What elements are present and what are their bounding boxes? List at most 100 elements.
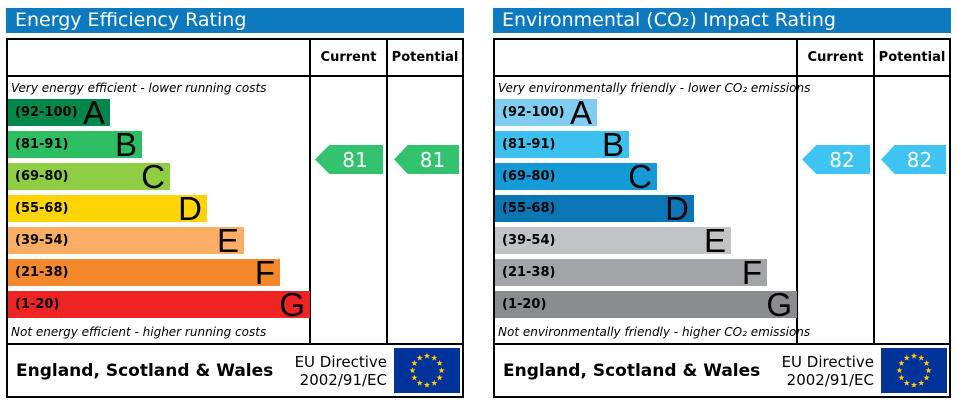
band-e: (39-54) E [495, 222, 731, 259]
band-g: (1-20) G [8, 286, 310, 323]
energy-efficiency-panel: Energy Efficiency Rating Current Potenti… [6, 8, 464, 398]
eu-star [896, 367, 903, 374]
panel-title: Environmental (CO₂) Impact Rating [493, 8, 951, 33]
environmental-impact-panel: Environmental (CO₂) Impact Rating Curren… [493, 8, 951, 398]
band-range-label: (1-20) [15, 297, 60, 312]
band-d: (55-68) D [495, 190, 694, 227]
potential-rating-value: 81 [419, 147, 446, 172]
eu-directive-line1: EU Directive [781, 352, 874, 371]
eu-star [411, 374, 418, 381]
region-label: England, Scotland & Wales [503, 360, 761, 381]
column-divider [386, 40, 388, 345]
band-b: (81-91) B [495, 126, 629, 163]
band-a: (92-100) A [8, 94, 110, 131]
eu-directive-label: EU Directive 2002/91/EC [782, 353, 874, 389]
current-rating-arrow: 81 [315, 145, 383, 174]
band-e: (39-54) E [8, 222, 244, 259]
band-letter: G [766, 286, 792, 323]
band-range-label: (55-68) [15, 201, 69, 216]
band-chart-area: Very environmentally friendly - lower CO… [495, 77, 949, 343]
eu-star [409, 367, 416, 374]
eu-star [910, 381, 918, 388]
band-range-label: (55-68) [502, 201, 556, 216]
band-letter: E [216, 222, 239, 259]
current-rating-value: 82 [829, 147, 855, 172]
band-range-label: (1-20) [502, 297, 547, 312]
band-letter: F [254, 254, 275, 291]
band-letter: B [114, 126, 137, 163]
potential-column-header: Potential [391, 50, 459, 65]
band-range-label: (92-100) [15, 105, 78, 120]
band-range-label: (81-91) [15, 137, 69, 152]
band-letter: A [82, 94, 105, 131]
eu-star [923, 374, 930, 381]
eu-star [416, 354, 423, 361]
band-range-label: (21-38) [502, 265, 556, 280]
eu-star [923, 359, 930, 366]
top-note: Very environmentally friendly - lower CO… [498, 81, 811, 95]
band-f: (21-38) F [495, 254, 767, 291]
band-letter: A [569, 94, 592, 131]
eu-star [903, 354, 910, 361]
region-label: England, Scotland & Wales [16, 360, 274, 381]
panel-title: Energy Efficiency Rating [6, 8, 464, 33]
header-divider [495, 75, 949, 77]
footer-row: England, Scotland & Wales EU Directive 2… [495, 343, 949, 396]
band-letter: G [279, 286, 305, 323]
eu-star [925, 367, 932, 374]
band-letter: C [628, 158, 652, 195]
band-letter: E [703, 222, 726, 259]
eu-star [411, 359, 418, 366]
current-column-header: Current [320, 50, 377, 65]
column-divider [309, 40, 311, 345]
eu-star [423, 352, 431, 359]
rating-table: Current Potential Very environmentally f… [493, 38, 951, 398]
header-divider [8, 75, 462, 77]
eu-star [416, 379, 423, 386]
potential-rating-value: 82 [906, 147, 933, 172]
band-g: (1-20) G [495, 286, 797, 323]
band-range-label: (39-54) [502, 233, 556, 248]
footer-row: England, Scotland & Wales EU Directive 2… [8, 343, 462, 396]
eu-flag-icon [394, 348, 460, 393]
band-range-label: (69-80) [502, 169, 556, 184]
eu-star [436, 359, 443, 366]
eu-directive-label: EU Directive 2002/91/EC [295, 353, 387, 389]
band-letter: D [665, 190, 689, 227]
eu-directive-line2: 2002/91/EC [299, 370, 387, 389]
eu-star [423, 381, 431, 388]
potential-column-header: Potential [878, 50, 946, 65]
band-letter: D [178, 190, 202, 227]
eu-star [436, 374, 443, 381]
potential-rating-arrow: 81 [394, 145, 459, 174]
column-divider [796, 40, 798, 345]
eu-star [431, 354, 438, 361]
band-d: (55-68) D [8, 190, 207, 227]
eu-star [903, 379, 910, 386]
band-c: (69-80) C [495, 158, 657, 195]
potential-rating-arrow: 82 [881, 145, 946, 174]
band-f: (21-38) F [8, 254, 280, 291]
band-letter: B [601, 126, 624, 163]
eu-star [918, 379, 925, 386]
band-a: (92-100) A [495, 94, 597, 131]
eu-flag-icon [881, 348, 947, 393]
band-letter: C [141, 158, 165, 195]
rating-table: Current Potential Very energy efficient … [6, 38, 464, 398]
band-b: (81-91) B [8, 126, 142, 163]
current-column-header: Current [807, 50, 864, 65]
band-range-label: (92-100) [502, 105, 565, 120]
eu-star [898, 374, 905, 381]
bottom-note: Not energy efficient - higher running co… [11, 325, 267, 339]
bottom-note: Not environmentally friendly - higher CO… [498, 325, 811, 339]
eu-star [898, 359, 905, 366]
eu-star [431, 379, 438, 386]
column-divider [873, 40, 875, 345]
band-chart-area: Very energy efficient - lower running co… [8, 77, 462, 343]
band-letter: F [741, 254, 762, 291]
eu-star [438, 367, 445, 374]
current-rating-arrow: 82 [802, 145, 870, 174]
band-c: (69-80) C [8, 158, 170, 195]
eu-directive-line2: 2002/91/EC [786, 370, 874, 389]
